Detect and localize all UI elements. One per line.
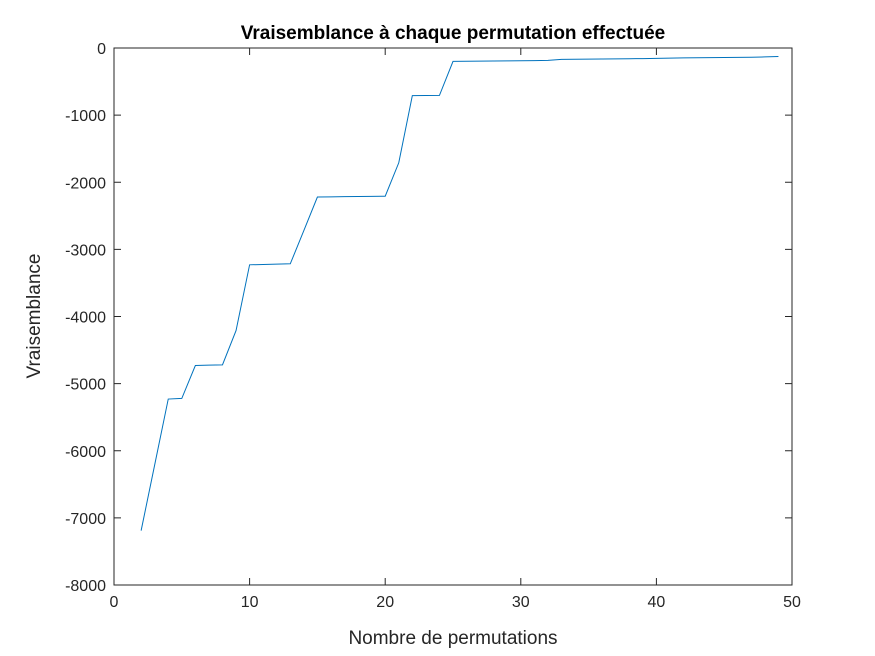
x-tick-label: 0 [110,594,119,611]
y-tick-label: -1000 [65,108,106,125]
series-line-0 [140,56,779,531]
plot-area [114,48,792,585]
y-tick-label: 0 [97,41,106,58]
y-tick-label: -4000 [65,310,106,327]
y-tick-label: -3000 [65,242,106,259]
chart-title: Vraisemblance à chaque permutation effec… [241,23,666,44]
y-tick-label: -6000 [65,444,106,461]
x-tick-label: 30 [512,594,530,611]
y-tick-label: -5000 [65,377,106,394]
y-tick-label: -8000 [65,578,106,595]
y-tick-label: -7000 [65,511,106,528]
x-tick-label: 40 [648,594,666,611]
x-tick-label: 20 [376,594,394,611]
x-tick-label: 10 [241,594,259,611]
x-axis-label: Nombre de permutations [348,628,557,649]
x-tick-label: 50 [783,594,801,611]
y-tick-label: -2000 [65,175,106,192]
y-axis-label: Vraisemblance [24,254,45,379]
